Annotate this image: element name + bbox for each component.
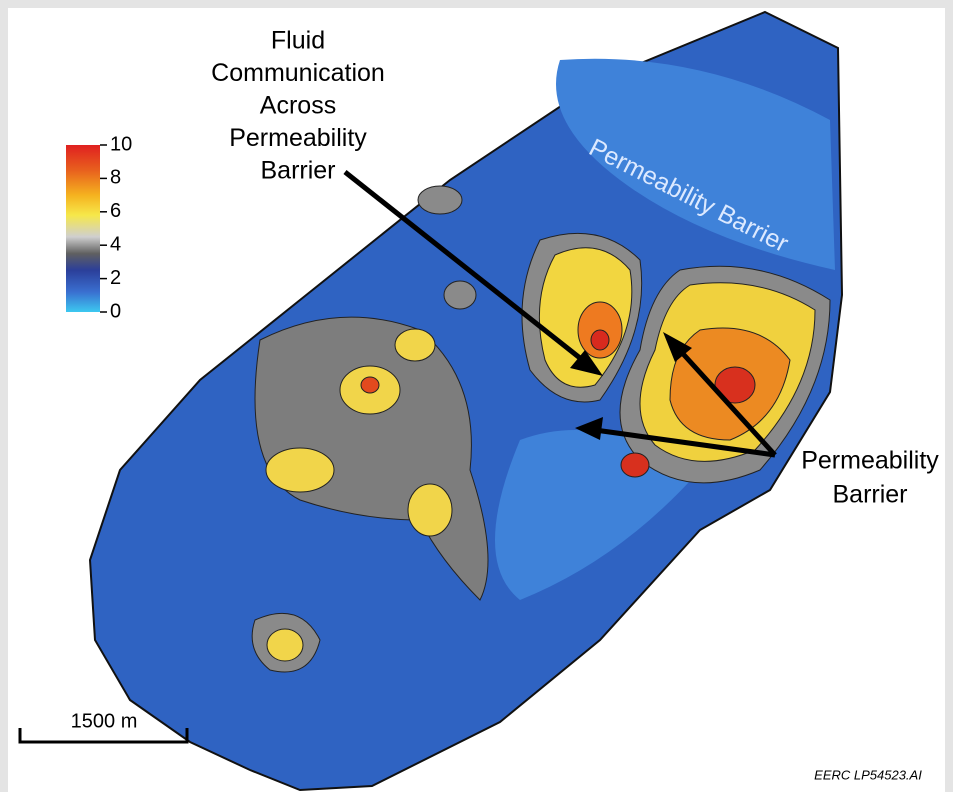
- high-zone: [591, 330, 609, 350]
- fluid-label-line: Barrier: [260, 157, 335, 185]
- colorbar-tick-label: 4: [110, 233, 121, 255]
- page: 0 2 4 6 8 10 Fluid Communication Across Permeabi…: [0, 0, 953, 792]
- figure: 0 2 4 6 8 10 Fluid Communication Across Permeabi…: [0, 0, 953, 792]
- high-zone: [361, 377, 379, 393]
- colorbar-tick-label: 10: [110, 133, 132, 155]
- colorbar: [66, 145, 100, 312]
- high-zone: [266, 448, 334, 492]
- barrier-label: Permeability: [801, 447, 939, 475]
- high-zone: [267, 629, 303, 661]
- high-zone: [395, 329, 435, 361]
- colorbar-tick-label: 8: [110, 167, 121, 189]
- high-zone: [418, 186, 462, 214]
- fluid-label-line: Communication: [211, 59, 385, 87]
- high-zone: [621, 453, 649, 477]
- colorbar-tick-label: 6: [110, 200, 121, 222]
- credit: EERC LP54523.AI: [814, 767, 922, 782]
- high-zone: [444, 281, 476, 309]
- colorbar-tick-label: 0: [110, 300, 121, 322]
- fluid-label-line: Fluid: [271, 27, 325, 55]
- barrier-label: Barrier: [832, 481, 907, 509]
- fluid-label-line: Across: [260, 92, 336, 120]
- fluid-label-line: Permeability: [229, 124, 367, 152]
- high-zone: [408, 484, 452, 536]
- colorbar-tick-label: 2: [110, 267, 121, 289]
- scale-label: 1500 m: [71, 710, 138, 732]
